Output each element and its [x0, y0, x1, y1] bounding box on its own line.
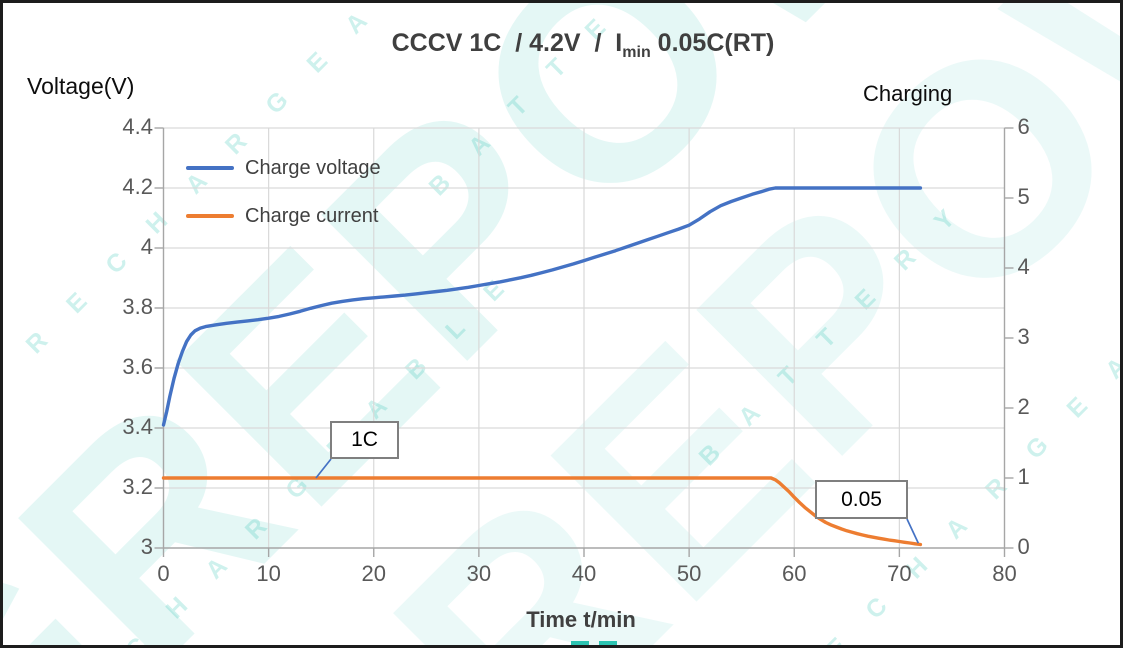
watermark-fragment [599, 641, 617, 645]
legend-item-charge-voltage: Charge voltage [186, 154, 381, 182]
plot-area [154, 127, 1014, 557]
right-axis-tick-label: 0 [1017, 534, 1030, 559]
chart-title-subscript: min [622, 44, 651, 61]
right-axis-tick-label: 2 [1017, 394, 1030, 419]
right-axis-tick-label: 6 [1017, 114, 1030, 139]
x-axis-tick-label: 50 [676, 561, 702, 586]
watermark-fragment [571, 641, 589, 645]
left-axis-tick-label: 4.2 [122, 174, 153, 199]
series-charge-voltage [161, 186, 923, 427]
x-axis-tick-label: 60 [782, 561, 807, 586]
annotation-005: 0.05 [815, 480, 908, 519]
x-axis-tick-label: 20 [361, 561, 386, 586]
legend: Charge voltage Charge current [186, 154, 381, 250]
chart-title-tail: 0.05C(RT) [650, 29, 775, 57]
x-axis-tick-label: 40 [571, 561, 597, 586]
left-axis-tick-label: 3.2 [122, 474, 153, 499]
left-axis-tick-label: 3 [140, 534, 153, 559]
right-axis-tick-label: 4 [1017, 254, 1030, 279]
chart-title: CCCV 1C / 4.2V / Imin 0.05C(RT) [183, 29, 983, 62]
legend-label: Charge voltage [245, 156, 381, 179]
x-axis-title: Time t/min [526, 607, 636, 632]
right-axis-tick-label: 5 [1017, 184, 1030, 209]
series-charge-current [161, 476, 923, 547]
x-axis-tick-label: 10 [256, 561, 281, 586]
left-axis-tick-label: 4 [140, 234, 153, 259]
right-axis-tick-label: 1 [1017, 464, 1030, 489]
right-axis-title: Charging [863, 81, 953, 106]
chart-title-main: CCCV 1C / 4.2V / I [391, 29, 623, 57]
left-axis-tick-label: 3.8 [122, 294, 153, 319]
left-axis-tick-label: 3.4 [122, 414, 153, 439]
x-axis-tick-label: 0 [157, 561, 170, 586]
x-axis-tick-label: 70 [887, 561, 912, 586]
left-axis-tick-label: 4.4 [122, 114, 153, 139]
right-axis-tick-label: 3 [1017, 324, 1030, 349]
legend-label: Charge current [245, 204, 379, 227]
x-axis-tick-label: 30 [466, 561, 492, 586]
annotation-leader-line [906, 518, 920, 544]
annotation-leader-line [315, 458, 332, 479]
legend-item-charge-current: Charge current [186, 202, 381, 230]
left-axis-tick-label: 3.6 [122, 354, 153, 379]
charge-voltage-line-swatch [186, 166, 234, 170]
annotation-1c: 1C [330, 421, 399, 459]
charge-current-line-swatch [186, 214, 234, 218]
left-axis-title: Voltage(V) [27, 73, 135, 99]
x-axis-tick-label: 80 [992, 561, 1017, 586]
